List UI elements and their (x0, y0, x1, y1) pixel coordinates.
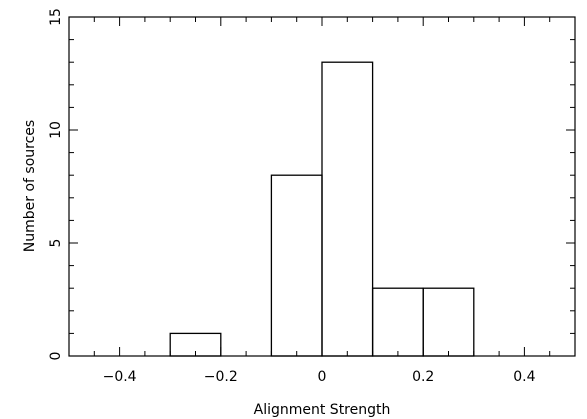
x-tick-label: 0 (318, 369, 327, 385)
y-tick-label: 10 (48, 121, 64, 139)
histogram-bar-4 (371, 287, 424, 357)
x-tick-label: −0.2 (204, 369, 238, 385)
histogram-bar-3 (321, 61, 374, 357)
bars-group (169, 61, 475, 357)
y-tick-label: 5 (48, 239, 64, 248)
x-tick-label: 0.4 (513, 369, 535, 385)
x-axis-title: Alignment Strength (254, 402, 391, 418)
x-tick-label: 0.2 (412, 369, 434, 385)
y-tick-labels: 0 5 10 15 (48, 8, 64, 360)
y-tick-label: 0 (48, 352, 64, 361)
y-tick-label: 15 (48, 8, 64, 26)
x-tick-label: −0.4 (103, 369, 137, 385)
histogram-bar-2 (270, 174, 323, 357)
x-tick-labels: −0.4 −0.2 0 0.2 0.4 (103, 369, 536, 385)
ticks-group (68, 16, 576, 357)
y-axis-title: Number of sources (22, 120, 38, 252)
histogram-bar-5 (422, 287, 475, 357)
